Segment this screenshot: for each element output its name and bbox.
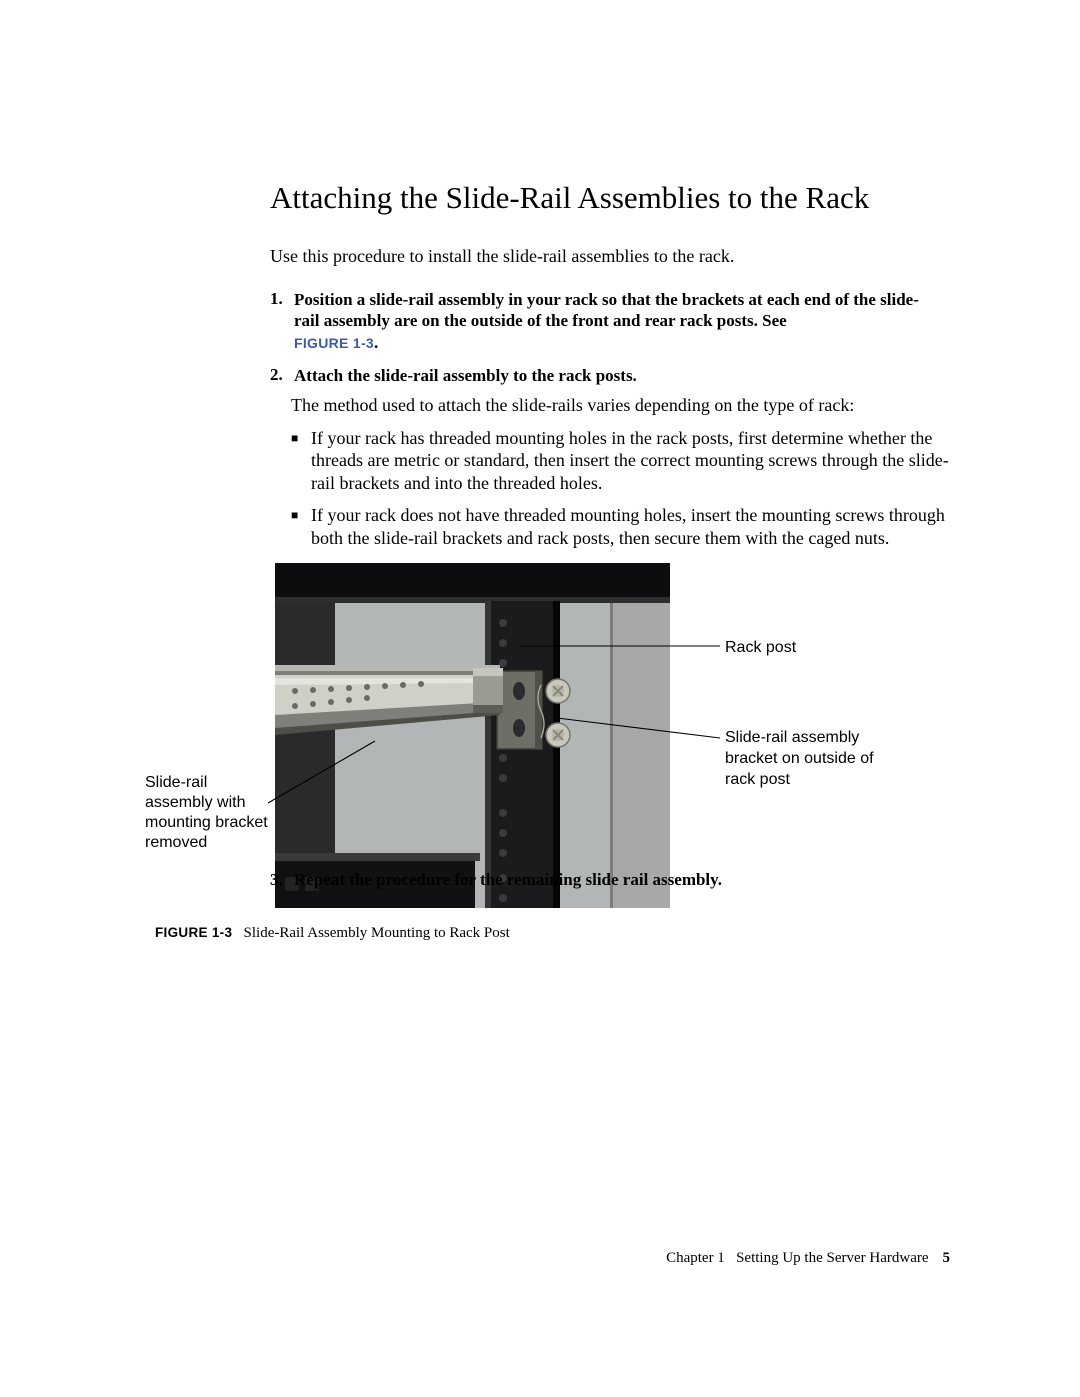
figure-caption-text: Slide-Rail Assembly Mounting to Rack Pos…	[244, 925, 510, 941]
step-number: 1.	[270, 289, 290, 309]
step-2: 2. Attach the slide-rail assembly to the…	[270, 365, 950, 386]
page-footer: Chapter 1 Setting Up the Server Hardware…	[666, 1250, 950, 1267]
bullet-square-icon: ■	[291, 427, 311, 495]
figure-callout-right-1: Rack post	[725, 638, 875, 658]
page-title: Attaching the Slide-Rail Assemblies to t…	[270, 180, 950, 216]
figure-reference-link[interactable]: FIGURE 1-3	[294, 335, 374, 351]
figure-callout-left: Slide-rail assembly with mounting bracke…	[145, 773, 270, 853]
step-number: 2.	[270, 365, 290, 385]
figure-caption-label: FIGURE 1-3	[155, 925, 232, 940]
step-title: Attach the slide-rail assembly to the ra…	[294, 365, 934, 386]
figure-image	[275, 563, 670, 908]
bullet-text: If your rack has threaded mounting holes…	[311, 427, 950, 495]
list-item: ■ If your rack does not have threaded mo…	[291, 504, 950, 549]
step-body-text: The method used to attach the slide-rail…	[291, 394, 950, 417]
step-number: 3.	[270, 870, 290, 890]
footer-section: Setting Up the Server Hardware	[736, 1250, 928, 1266]
step-text: Position a slide-rail assembly in your r…	[294, 289, 934, 353]
bullet-list: ■ If your rack has threaded mounting hol…	[291, 427, 950, 550]
step-1: 1. Position a slide-rail assembly in you…	[270, 289, 950, 353]
list-item: ■ If your rack has threaded mounting hol…	[291, 427, 950, 495]
footer-chapter: Chapter 1	[666, 1250, 725, 1266]
bullet-square-icon: ■	[291, 504, 311, 549]
figure-1-3: Slide-rail assembly with mounting bracke…	[155, 563, 950, 963]
period: .	[374, 333, 378, 352]
intro-text: Use this procedure to install the slide-…	[270, 246, 950, 267]
page-number: 5	[943, 1250, 951, 1266]
bullet-text: If your rack does not have threaded moun…	[311, 504, 950, 549]
step-text-body: Position a slide-rail assembly in your r…	[294, 290, 919, 330]
step-text: Repeat the procedure for the remaining s…	[294, 870, 934, 890]
step-3: 3. Repeat the procedure for the remainin…	[270, 870, 970, 890]
figure-caption: FIGURE 1-3 Slide-Rail Assembly Mounting …	[155, 925, 510, 942]
figure-callout-right-2: Slide-rail assembly bracket on outside o…	[725, 728, 885, 790]
